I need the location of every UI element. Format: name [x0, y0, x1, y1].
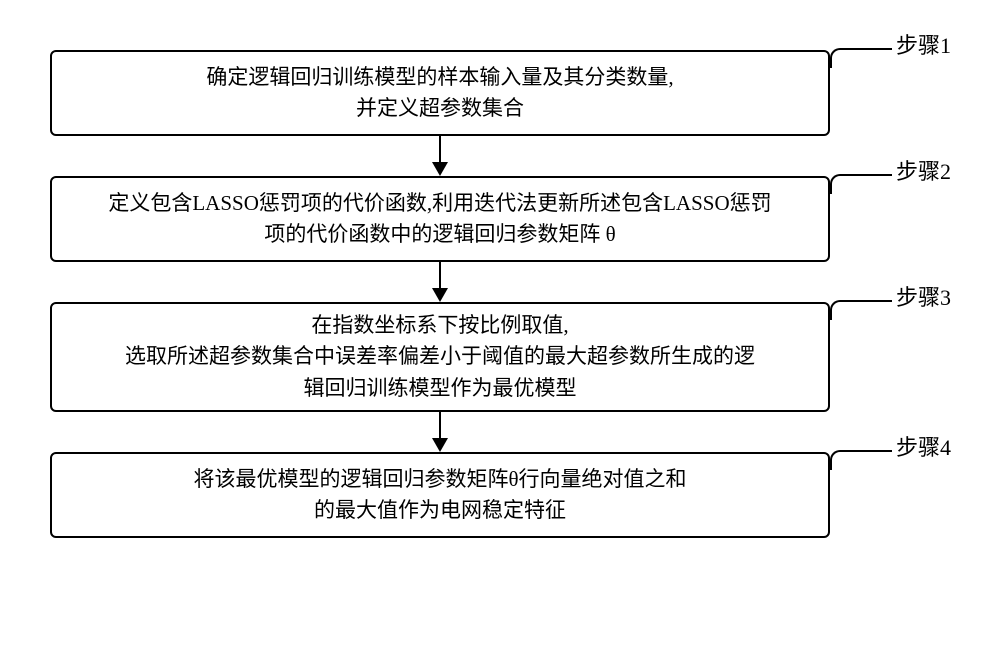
arrow-2-3	[50, 262, 830, 302]
step-text-4-line-1: 将该最优模型的逻辑回归参数矩阵θ行向量绝对值之和	[193, 464, 686, 496]
flowchart-container: 确定逻辑回归训练模型的样本输入量及其分类数量, 并定义超参数集合 步骤1 定义包…	[50, 50, 950, 538]
step-text-2-line-1: 定义包含LASSO惩罚项的代价函数,利用迭代法更新所述包含LASSO惩罚	[108, 188, 771, 220]
arrow-3-4	[50, 412, 830, 452]
step-row-4: 将该最优模型的逻辑回归参数矩阵θ行向量绝对值之和 的最大值作为电网稳定特征 步骤…	[50, 452, 950, 538]
step-label-1: 步骤1	[896, 28, 951, 60]
step-box-2: 定义包含LASSO惩罚项的代价函数,利用迭代法更新所述包含LASSO惩罚 项的代…	[50, 176, 830, 262]
step-row-2: 定义包含LASSO惩罚项的代价函数,利用迭代法更新所述包含LASSO惩罚 项的代…	[50, 176, 950, 262]
arrow-head-2	[432, 288, 448, 302]
step-row-3: 在指数坐标系下按比例取值, 选取所述超参数集合中误差率偏差小于阈值的最大超参数所…	[50, 302, 950, 412]
connector-1	[830, 48, 892, 68]
step-row-1: 确定逻辑回归训练模型的样本输入量及其分类数量, 并定义超参数集合 步骤1	[50, 50, 950, 136]
step-text-1-line-1: 确定逻辑回归训练模型的样本输入量及其分类数量,	[206, 62, 673, 94]
arrow-1-2	[50, 136, 830, 176]
step-text-1-line-2: 并定义超参数集合	[356, 93, 524, 125]
arrow-head-1	[432, 162, 448, 176]
connector-3	[830, 300, 892, 320]
step-text-3-line-3: 辑回归训练模型作为最优模型	[304, 373, 577, 405]
step-text-2-line-2: 项的代价函数中的逻辑回归参数矩阵 θ	[264, 219, 615, 251]
connector-2	[830, 174, 892, 194]
step-label-3: 步骤3	[896, 280, 951, 312]
arrow-line-3	[439, 412, 441, 438]
step-label-2: 步骤2	[896, 154, 951, 186]
step-box-3: 在指数坐标系下按比例取值, 选取所述超参数集合中误差率偏差小于阈值的最大超参数所…	[50, 302, 830, 412]
step-box-1: 确定逻辑回归训练模型的样本输入量及其分类数量, 并定义超参数集合	[50, 50, 830, 136]
step-label-4: 步骤4	[896, 430, 951, 462]
arrow-head-3	[432, 438, 448, 452]
step-text-3-line-1: 在指数坐标系下按比例取值,	[311, 310, 568, 342]
step-text-4-line-2: 的最大值作为电网稳定特征	[314, 495, 566, 527]
connector-4	[830, 450, 892, 470]
step-box-4: 将该最优模型的逻辑回归参数矩阵θ行向量绝对值之和 的最大值作为电网稳定特征	[50, 452, 830, 538]
step-text-3-line-2: 选取所述超参数集合中误差率偏差小于阈值的最大超参数所生成的逻	[125, 341, 755, 373]
arrow-line-2	[439, 262, 441, 288]
arrow-line-1	[439, 136, 441, 162]
